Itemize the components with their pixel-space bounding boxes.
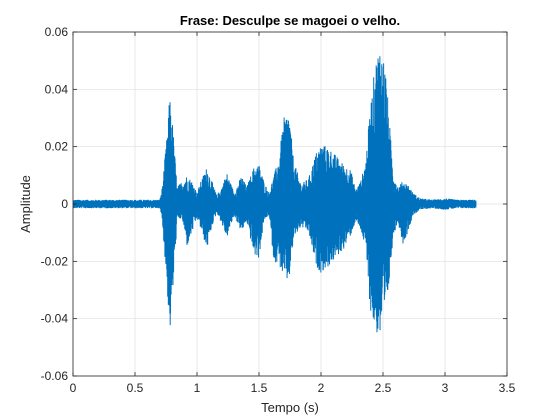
x-tick-label-6: 3: [442, 381, 449, 395]
x-tick-label-4: 2: [318, 381, 325, 395]
y-tick-label-3: 0: [61, 197, 68, 211]
x-tick-label-0: 0: [70, 381, 77, 395]
x-tick-label-1: 0.5: [127, 381, 144, 395]
x-axis-ticks: 0 0.5 1 1.5 2 2.5 3 3.5: [70, 32, 516, 395]
y-tick-label-0: -0.06: [41, 369, 69, 383]
chart-title: Frase: Desculpe se magoei o velho.: [180, 13, 400, 28]
y-axis-label: Amplitude: [18, 175, 33, 233]
x-axis-label: Tempo (s): [261, 400, 319, 415]
y-tick-label-4: 0.02: [45, 140, 69, 154]
x-tick-label-7: 3.5: [499, 381, 516, 395]
y-tick-label-1: -0.04: [41, 312, 69, 326]
x-tick-label-5: 2.5: [375, 381, 392, 395]
x-tick-label-2: 1: [194, 381, 201, 395]
y-tick-label-5: 0.04: [45, 82, 69, 96]
series-signal-line: [73, 56, 477, 333]
y-axis-ticks: -0.06 -0.04 -0.02 0 0.02 0.04 0.06: [41, 25, 507, 383]
x-tick-label-3: 1.5: [251, 381, 268, 395]
y-tick-label-2: -0.02: [41, 254, 69, 268]
y-tick-label-6: 0.06: [45, 25, 69, 39]
